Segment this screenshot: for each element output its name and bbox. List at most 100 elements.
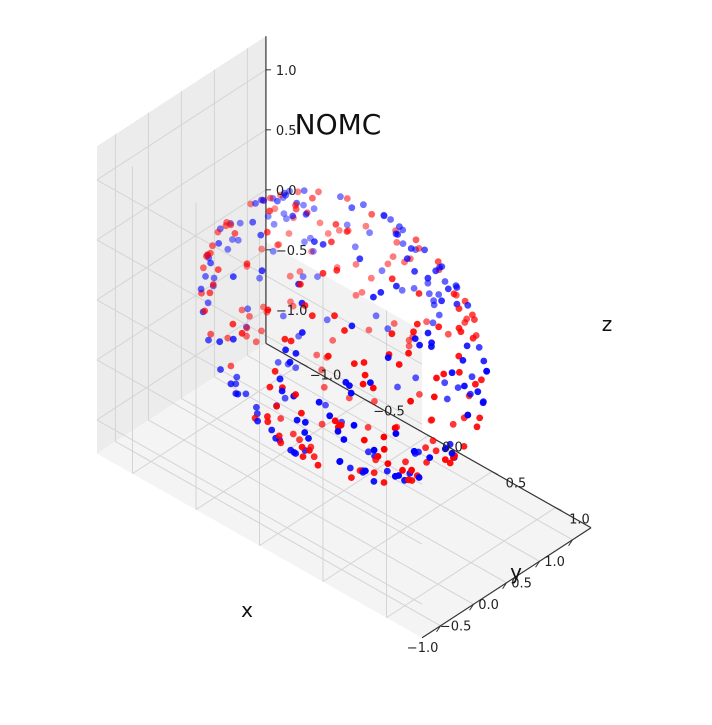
point-blue — [310, 248, 317, 255]
y-tick-label: 0.5 — [506, 477, 527, 492]
point-red — [271, 367, 279, 375]
point-red — [352, 261, 360, 268]
point-red — [457, 328, 465, 336]
point-blue — [281, 394, 289, 402]
tick-labels: −1.0−1.0−1.0−0.5−0.5−0.50.00.00.00.50.50… — [276, 64, 590, 656]
z-tick-label: −0.5 — [276, 244, 308, 259]
point-blue — [282, 346, 289, 354]
point-red — [371, 398, 378, 405]
z-tick-label: 1.0 — [276, 64, 297, 79]
point-red — [369, 384, 377, 392]
point-red — [331, 312, 338, 320]
point-red — [380, 479, 388, 486]
point-blue — [290, 449, 298, 456]
point-red — [389, 253, 397, 260]
point-blue — [292, 350, 300, 357]
point-blue — [207, 259, 215, 267]
point-red — [309, 194, 316, 202]
point-red — [258, 327, 265, 335]
point-blue — [474, 388, 482, 396]
point-blue — [370, 446, 378, 454]
point-blue — [480, 357, 488, 365]
point-blue — [441, 278, 449, 285]
point-blue — [356, 255, 364, 263]
point-blue — [258, 267, 266, 275]
point-blue — [286, 358, 294, 366]
point-red — [315, 188, 322, 196]
point-red — [286, 272, 294, 280]
point-red — [348, 474, 355, 481]
point-blue — [365, 448, 372, 456]
point-blue — [252, 200, 259, 207]
point-blue — [475, 344, 483, 351]
point-blue — [463, 342, 471, 350]
point-red — [441, 456, 449, 463]
point-red — [413, 320, 421, 328]
point-blue — [411, 268, 418, 275]
point-blue — [229, 335, 237, 343]
point-red — [432, 447, 440, 455]
point-blue — [443, 395, 451, 403]
point-red — [289, 302, 297, 310]
point-red — [416, 391, 423, 398]
point-red — [331, 417, 339, 425]
point-blue — [260, 197, 268, 205]
point-blue — [348, 322, 356, 330]
point-blue — [337, 193, 344, 201]
point-red — [318, 420, 326, 428]
point-blue — [367, 379, 374, 386]
point-red — [318, 366, 326, 374]
point-blue — [384, 325, 392, 333]
point-blue — [394, 383, 401, 391]
point-red — [264, 413, 271, 420]
x-tick-label: 0.5 — [511, 576, 532, 591]
point-red — [289, 430, 297, 438]
point-blue — [276, 375, 284, 383]
point-red — [200, 264, 207, 272]
point-red — [258, 245, 266, 253]
point-red — [422, 444, 429, 452]
point-blue — [249, 218, 257, 226]
point-blue — [205, 336, 212, 344]
point-blue — [387, 216, 394, 223]
point-red — [405, 336, 413, 344]
point-red — [292, 391, 299, 398]
point-blue — [253, 403, 260, 411]
point-blue — [280, 210, 288, 218]
point-blue — [448, 369, 456, 377]
point-red — [391, 424, 399, 432]
point-blue — [323, 316, 331, 324]
point-red — [214, 228, 222, 236]
point-blue — [446, 440, 454, 448]
point-blue — [467, 390, 474, 398]
point-blue — [334, 428, 342, 435]
point-red — [380, 433, 388, 441]
point-blue — [351, 243, 359, 251]
point-red — [359, 380, 367, 388]
point-red — [246, 313, 253, 320]
point-red — [360, 359, 368, 366]
point-blue — [283, 215, 290, 223]
point-red — [229, 320, 237, 328]
point-blue — [360, 201, 367, 209]
point-red — [402, 458, 409, 466]
point-blue — [264, 212, 272, 220]
point-blue — [301, 429, 309, 436]
point-red — [337, 421, 345, 429]
point-blue — [298, 329, 306, 336]
x-tick-label: −1.0 — [407, 641, 439, 656]
point-blue — [432, 267, 440, 275]
point-red — [299, 453, 307, 460]
point-blue — [292, 364, 300, 372]
point-blue — [362, 467, 369, 475]
point-red — [444, 330, 452, 338]
point-blue — [301, 238, 308, 246]
point-red — [301, 302, 309, 309]
point-blue — [479, 399, 487, 407]
point-red — [429, 437, 437, 445]
x-tick-mark — [568, 539, 573, 547]
point-blue — [403, 255, 411, 262]
point-red — [367, 274, 375, 282]
point-red — [350, 360, 358, 367]
